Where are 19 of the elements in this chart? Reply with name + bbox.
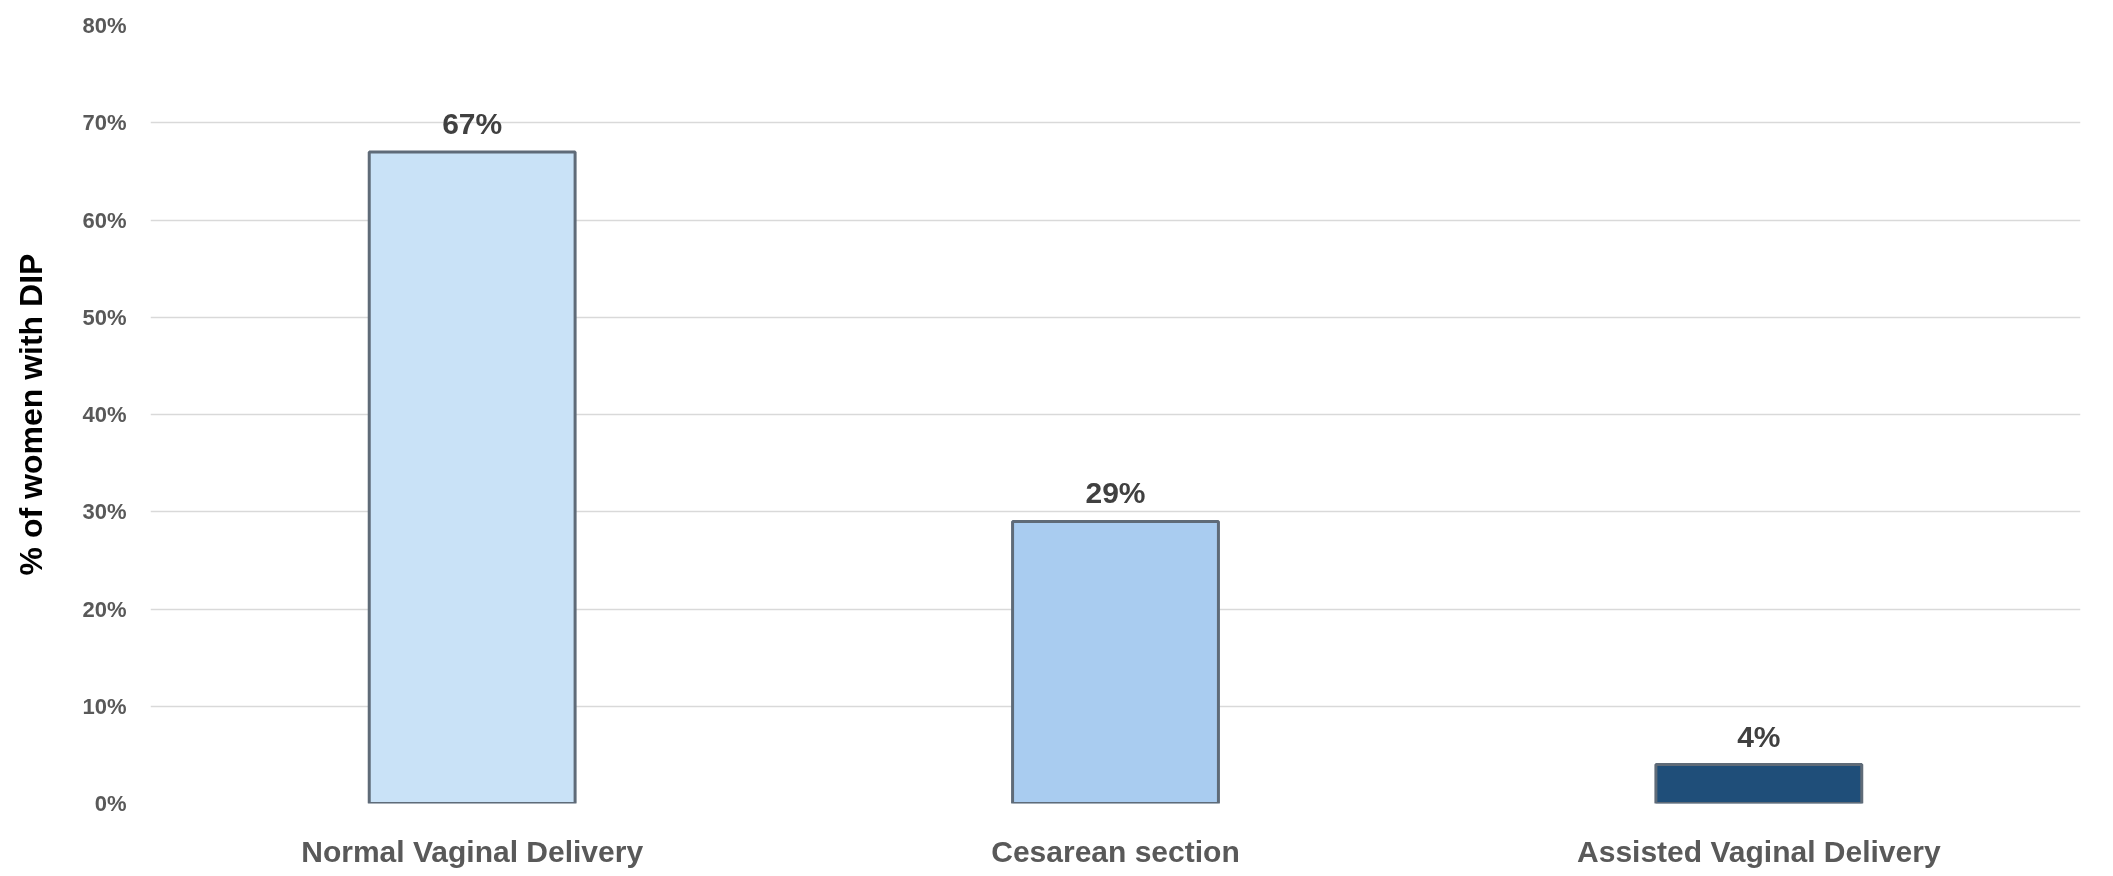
- y-tick-label: 30%: [82, 499, 127, 525]
- data-label: 67%: [442, 106, 503, 140]
- bar: [367, 150, 577, 804]
- y-axis-title: % of women with DIP: [13, 253, 50, 576]
- y-tick-label: 50%: [82, 304, 127, 330]
- y-tick-label: 40%: [82, 402, 127, 427]
- data-label: 4%: [1737, 719, 1781, 753]
- y-tick-label: 70%: [82, 110, 127, 136]
- bar: [1011, 519, 1220, 804]
- y-tick-label: 10%: [82, 693, 127, 719]
- y-tick-label: 60%: [82, 207, 127, 233]
- x-tick-label: Normal Vaginal Delivery: [301, 834, 644, 868]
- data-label: 29%: [1085, 476, 1146, 510]
- x-tick-label: Assisted Vaginal Delivery: [1577, 834, 1941, 868]
- y-tick-label: 0%: [94, 791, 127, 816]
- y-tick-label: 80%: [82, 13, 127, 38]
- x-tick-label: Cesarean section: [991, 834, 1240, 868]
- y-tick-label: 20%: [82, 596, 127, 622]
- bar: [1654, 763, 1864, 804]
